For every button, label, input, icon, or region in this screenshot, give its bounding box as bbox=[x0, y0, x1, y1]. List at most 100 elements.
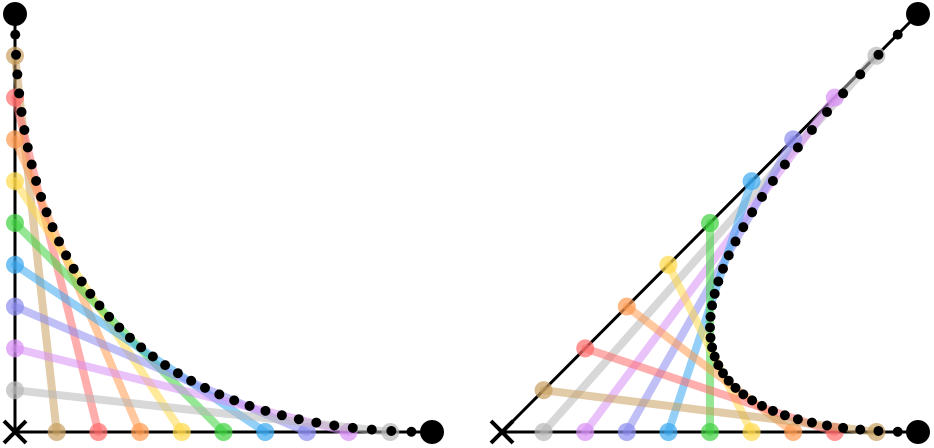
curve-dot bbox=[730, 382, 741, 393]
curve-dot bbox=[707, 342, 718, 353]
curve-dot bbox=[12, 69, 23, 80]
curve-dot bbox=[386, 425, 397, 436]
curve-dot bbox=[730, 236, 741, 247]
curve-dot bbox=[124, 332, 135, 343]
string-end bbox=[6, 297, 24, 316]
curve-dot bbox=[873, 425, 884, 436]
curve-dot bbox=[792, 142, 803, 153]
string-end bbox=[89, 423, 108, 441]
curve-dot bbox=[186, 375, 197, 386]
curve-dot bbox=[136, 342, 147, 353]
curve-dot bbox=[779, 159, 790, 170]
curve-dot bbox=[22, 142, 33, 153]
curve-dot bbox=[26, 159, 37, 170]
curve-dot bbox=[329, 420, 340, 431]
string-end bbox=[617, 297, 636, 316]
end-point bbox=[420, 420, 444, 444]
string-end bbox=[172, 423, 191, 441]
string-end bbox=[576, 423, 595, 441]
curve-dot bbox=[311, 417, 322, 428]
curve-dot bbox=[147, 351, 158, 362]
string-end bbox=[297, 423, 316, 441]
curve-dot bbox=[767, 405, 778, 416]
curve-dot bbox=[293, 414, 304, 425]
curve-dot bbox=[54, 236, 65, 247]
curve-dot bbox=[172, 368, 183, 379]
curve-dot bbox=[160, 360, 171, 371]
end-point bbox=[906, 420, 930, 444]
curve-dot bbox=[705, 332, 716, 343]
curve-dot bbox=[276, 410, 287, 421]
curve-dot bbox=[806, 124, 817, 135]
string-end bbox=[701, 423, 719, 441]
string-end bbox=[6, 214, 24, 232]
string-end bbox=[131, 423, 150, 441]
curve-dot bbox=[366, 424, 377, 435]
curve-dot bbox=[747, 207, 758, 218]
control-cross bbox=[2, 419, 28, 445]
string-end bbox=[576, 339, 595, 358]
curve-dot bbox=[36, 191, 47, 202]
curve-dot bbox=[822, 420, 832, 431]
string-end bbox=[214, 423, 233, 441]
curve-dot bbox=[855, 69, 866, 80]
curve-dot bbox=[199, 382, 210, 393]
curve-dot bbox=[244, 400, 255, 411]
curve-dot bbox=[31, 175, 42, 186]
curve-dot bbox=[838, 88, 849, 99]
curve-dot bbox=[16, 106, 27, 117]
curve-dot bbox=[792, 414, 803, 425]
curve-dot bbox=[855, 424, 866, 435]
curve-dot bbox=[757, 191, 767, 202]
string-end bbox=[617, 423, 636, 441]
string-line bbox=[539, 386, 881, 436]
curve-dot bbox=[718, 368, 728, 379]
curve-dot bbox=[709, 351, 720, 362]
curve-dot bbox=[873, 49, 884, 60]
right-construction bbox=[489, 2, 930, 445]
string-line bbox=[11, 386, 395, 436]
curve-dot bbox=[104, 311, 115, 322]
curve-dot bbox=[892, 29, 903, 40]
string-end bbox=[659, 423, 678, 441]
curve-dot bbox=[892, 426, 903, 437]
string-end bbox=[701, 214, 719, 232]
curve-dot bbox=[61, 250, 72, 261]
curve-dot bbox=[767, 175, 778, 186]
string-end bbox=[659, 255, 678, 274]
curve-dot bbox=[260, 405, 271, 416]
curve-dot bbox=[85, 288, 96, 299]
curve-dot bbox=[747, 395, 758, 406]
curve-dot bbox=[723, 250, 734, 261]
curve-dot bbox=[68, 263, 79, 274]
string-end bbox=[47, 423, 66, 441]
curve-dot bbox=[19, 124, 30, 135]
curve-dot bbox=[713, 276, 724, 287]
curve-dot bbox=[47, 222, 58, 233]
curve-dot bbox=[229, 395, 240, 406]
curve-dot bbox=[738, 222, 749, 233]
curve-dot bbox=[723, 375, 734, 386]
end-point bbox=[906, 2, 930, 26]
curve-dot bbox=[11, 49, 22, 60]
curve-dot bbox=[838, 422, 849, 433]
curve-dot bbox=[41, 207, 52, 218]
string-end bbox=[534, 423, 553, 441]
curve-dot bbox=[705, 322, 715, 333]
string-end bbox=[742, 172, 761, 191]
curve-dot bbox=[718, 263, 728, 274]
curve-dot bbox=[779, 410, 790, 421]
string-end bbox=[742, 423, 761, 441]
string-end bbox=[6, 130, 24, 149]
string-end bbox=[6, 381, 24, 400]
curve-dot bbox=[757, 400, 767, 411]
curve-dot bbox=[76, 276, 87, 287]
string-end bbox=[256, 423, 275, 441]
curve-dot bbox=[14, 88, 25, 99]
curve-dot bbox=[707, 300, 718, 311]
curve-dot bbox=[822, 106, 832, 117]
string-end bbox=[784, 423, 803, 441]
string-end bbox=[534, 381, 553, 400]
